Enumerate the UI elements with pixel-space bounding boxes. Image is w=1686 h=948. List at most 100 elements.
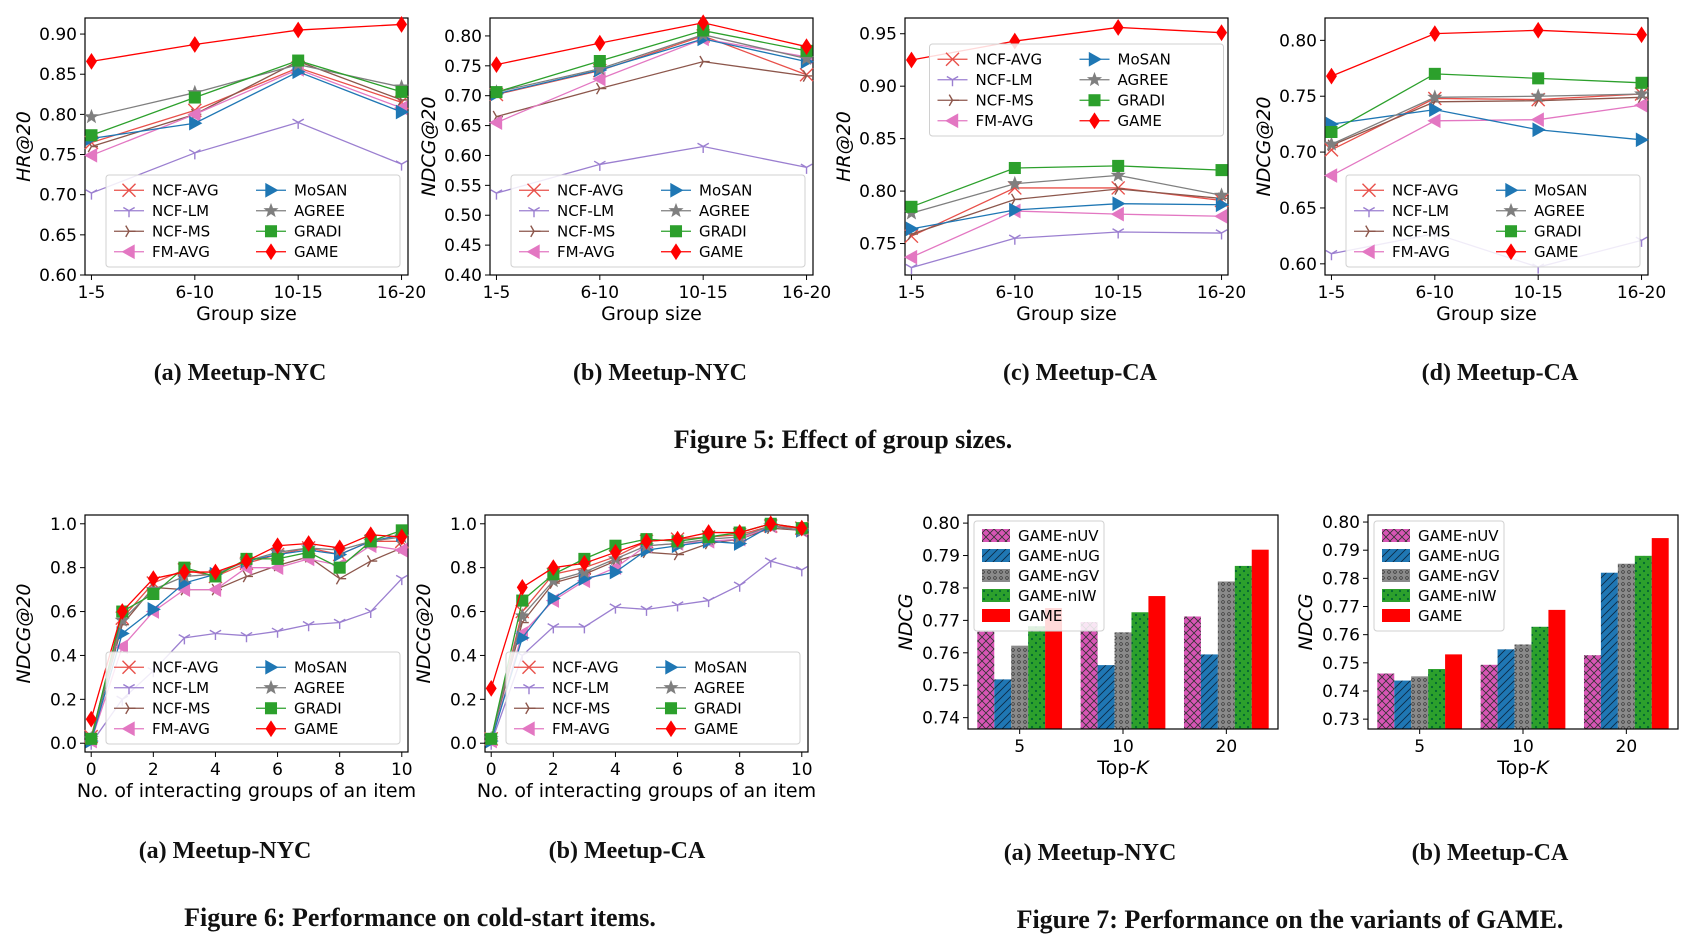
caption-fig5b: (b) Meetup-NYC [573, 360, 747, 386]
legend-marker-agree [1086, 71, 1103, 87]
y-tick-label: 0.65 [444, 117, 482, 137]
point-gradi-8 [333, 561, 346, 574]
legend-label-ncf-avg: NCF-AVG [1392, 181, 1459, 199]
legend-label-mosan: MoSAN [694, 658, 747, 676]
point-gradi-1 [593, 55, 606, 68]
legend: GAME-nUV GAME-nUG GAME-nGV GAME-nIW GAME [1373, 520, 1505, 632]
x-tick-label: 0 [486, 760, 497, 780]
bar-game-ngv-5 [1011, 645, 1029, 729]
legend-label-ncf-avg: NCF-AVG [152, 658, 219, 676]
point-game-8 [734, 524, 746, 541]
legend-label-game-ngv: GAME-nGV [1418, 567, 1500, 585]
point-agree-0 [1323, 136, 1339, 151]
legend-marker-game [670, 243, 682, 261]
chart-fig5d: 0.60 0.65 0.70 0.75 0.80 1-5 6-10 10-15 16-20 Gro… [1240, 0, 1666, 340]
legend-marker-mosan [1088, 51, 1103, 67]
point-game-7 [703, 524, 715, 541]
y-tick-label: 0.79 [1322, 541, 1360, 561]
point-fm-avg-4 [207, 582, 222, 597]
point-mosan-2 [1532, 122, 1546, 138]
legend-label-ncf-lm: NCF-LM [152, 202, 209, 220]
point-agree-0 [83, 108, 99, 124]
legend: NCF-AVG NCF-LM NCF-MS FM-AVG MoSAN AGREE GRADI… [510, 174, 806, 268]
legend-label-agree: AGREE [694, 679, 745, 697]
legend-marker-mosan [265, 182, 279, 198]
bar-game-10 [1148, 596, 1166, 729]
point-mosan-3 [1215, 197, 1230, 213]
legend-marker-gradi [264, 225, 278, 238]
bar-game-20 [1651, 538, 1669, 729]
y-tick-label: 0.76 [922, 644, 960, 664]
point-game-0 [85, 710, 97, 728]
y-tick-label: 0.74 [1322, 682, 1360, 702]
chart-fig5b: 0.40 0.45 0.50 0.55 0.60 0.65 0.70 0.75 0.80 1-5 6… [405, 0, 831, 340]
legend-label-ncf-avg: NCF-AVG [552, 658, 619, 676]
point-game-7 [303, 535, 315, 552]
legend-marker-gradi [1504, 225, 1518, 238]
bar-game-niw-20 [1234, 565, 1252, 729]
point-gradi-3 [1215, 164, 1228, 177]
y-tick-label: 0.60 [39, 266, 77, 286]
legend-marker-ncf-ms [1365, 225, 1376, 238]
point-fm-avg-0 [1323, 168, 1338, 183]
bar-game-nuv-10 [1480, 664, 1498, 729]
x-tick-label: 8 [734, 760, 745, 780]
point-ncf-lm-0 [490, 189, 503, 200]
legend-label-game-nug: GAME-nUG [1018, 547, 1100, 565]
series-line-ncf-ms [911, 188, 1222, 235]
x-axis-label: Top-K [1096, 757, 1150, 779]
caption-fig5c: (c) Meetup-CA [1003, 360, 1157, 386]
y-tick-label: 0.8 [450, 559, 477, 579]
series-line-ncf-ms [496, 60, 807, 118]
y-tick-label: 0.75 [922, 676, 960, 696]
point-game-4 [209, 563, 221, 581]
point-mosan-0 [905, 221, 919, 237]
legend-marker-gradi [669, 225, 683, 238]
legend-label-game: GAME [694, 720, 738, 738]
y-tick-label: 0.70 [1279, 143, 1317, 163]
legend-box [1373, 520, 1505, 632]
y-axis-label: NDCG@20 [413, 583, 435, 683]
legend-label-game: GAME [294, 243, 338, 261]
point-game-3 [1636, 26, 1648, 44]
x-axis-label: No. of interacting groups of an item [477, 780, 816, 802]
y-tick-label: 1.0 [450, 515, 477, 535]
series-line-ncf-lm [911, 231, 1222, 269]
legend-label-ncf-ms: NCF-MS [552, 699, 610, 717]
series-line-game [1331, 29, 1642, 77]
point-ncf-lm-0 [85, 189, 98, 200]
legend-label-ncf-avg: NCF-AVG [152, 181, 219, 199]
y-tick-label: 0.80 [922, 514, 960, 534]
point-ncf-lm-9 [364, 607, 377, 619]
point-fm-avg-0 [83, 147, 98, 163]
point-game-5 [241, 552, 252, 570]
point-game-9 [765, 515, 777, 533]
legend-swatch-game [982, 609, 1010, 622]
x-tick-label: 6-10 [581, 283, 620, 303]
caption-fig6b: (b) Meetup-CA [548, 838, 706, 864]
plot-frame [1324, 17, 1649, 276]
figure-7-caption: Figure 7: Performance on the variants of… [1016, 905, 1564, 934]
bar-game-nug-20 [1600, 572, 1618, 729]
y-tick-label: 0.0 [50, 734, 77, 754]
y-tick-label: 0.85 [859, 130, 897, 150]
legend-marker-ncf-ms [125, 225, 136, 238]
series-line-agree [496, 34, 807, 93]
bar-game-ngv-20 [1617, 563, 1635, 729]
legend-marker-mosan [265, 659, 279, 675]
legend-marker-mosan [665, 659, 679, 675]
point-ncf-lm-1 [188, 149, 201, 160]
legend-label-mosan: MoSAN [1118, 50, 1171, 68]
point-mosan-3 [395, 104, 410, 120]
legend-marker-ncf-lm [122, 683, 136, 695]
point-game-3 [578, 554, 590, 572]
x-tick-label: 10-15 [1093, 283, 1142, 303]
x-tick-label: 2 [548, 760, 559, 780]
point-ncf-lm-7 [702, 596, 715, 608]
bar-game-ngv-10 [1114, 632, 1132, 729]
point-game-0 [485, 679, 497, 697]
x-tick-label: 1-5 [78, 283, 106, 303]
bar-game-nug-5 [994, 679, 1012, 729]
legend-label-gradi: GRADI [1118, 91, 1166, 109]
y-tick-label: 0.55 [444, 176, 482, 196]
